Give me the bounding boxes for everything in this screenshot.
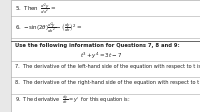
- Text: 5.  Then  $\frac{d^2y}{dx^2}$ =: 5. Then $\frac{d^2y}{dx^2}$ =: [15, 2, 56, 17]
- Text: 6.  $-\sin(2\theta)\frac{d^2y}{dx^2} - \left(\frac{dy}{dx}\right)^2$ =: 6. $-\sin(2\theta)\frac{d^2y}{dx^2} - \l…: [15, 21, 83, 36]
- Text: 8.  The derivative of the right-hand side of the equation with respect to t is:: 8. The derivative of the right-hand side…: [15, 80, 200, 85]
- Text: 7.  The derivative of the left-hand side of the equation with respect to t is:: 7. The derivative of the left-hand side …: [15, 64, 200, 69]
- Text: $t^3 + y^4 = 3t - 7$: $t^3 + y^4 = 3t - 7$: [80, 50, 122, 61]
- FancyBboxPatch shape: [11, 0, 200, 112]
- FancyBboxPatch shape: [0, 0, 11, 112]
- Text: 9.  The derivative  $\frac{dy}{dt} = y'$  for this equation is:: 9. The derivative $\frac{dy}{dt} = y'$ f…: [15, 94, 131, 106]
- Text: Use the following information for Questions 7, 8 and 9:: Use the following information for Questi…: [15, 43, 180, 48]
